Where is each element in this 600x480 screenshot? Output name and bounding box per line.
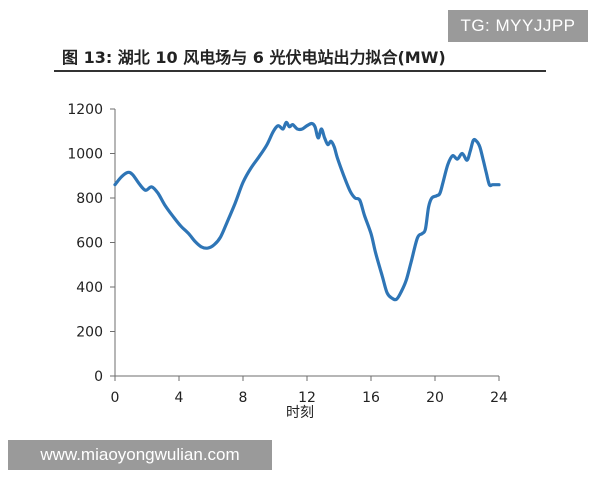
x-tick-label: 0 [111, 390, 120, 406]
title-divider [54, 70, 546, 72]
x-tick-label: 4 [175, 390, 184, 406]
x-tick-label: 12 [298, 390, 316, 406]
chart-title: 图 13: 湖北 10 风电场与 6 光伏电站出力拟合(MW) [62, 48, 446, 67]
y-tick-label: 1200 [67, 102, 103, 118]
chart-axes [114, 109, 499, 377]
chart-ticks: 0 200 400 600 800 1000 1200 0 4 8 12 16 20 24 [67, 102, 508, 406]
series-line-0 [113, 120, 501, 302]
y-tick-label: 0 [94, 369, 103, 385]
x-tick-label: 16 [362, 390, 380, 406]
y-tick-label: 1000 [67, 147, 103, 163]
x-tick-label: 24 [490, 390, 508, 406]
y-tick-label: 400 [76, 280, 103, 296]
x-tick-label: 8 [239, 390, 248, 406]
site-watermark: www.miaoyongwulian.com [8, 440, 272, 470]
y-tick-label: 800 [76, 191, 103, 207]
y-tick-label: 200 [76, 325, 103, 341]
x-axis-label: 时刻 [286, 405, 314, 421]
y-tick-label: 600 [76, 236, 103, 252]
tg-badge: TG: MYYJJPP [448, 10, 588, 42]
x-tick-label: 20 [426, 390, 444, 406]
chart-series [113, 120, 501, 302]
